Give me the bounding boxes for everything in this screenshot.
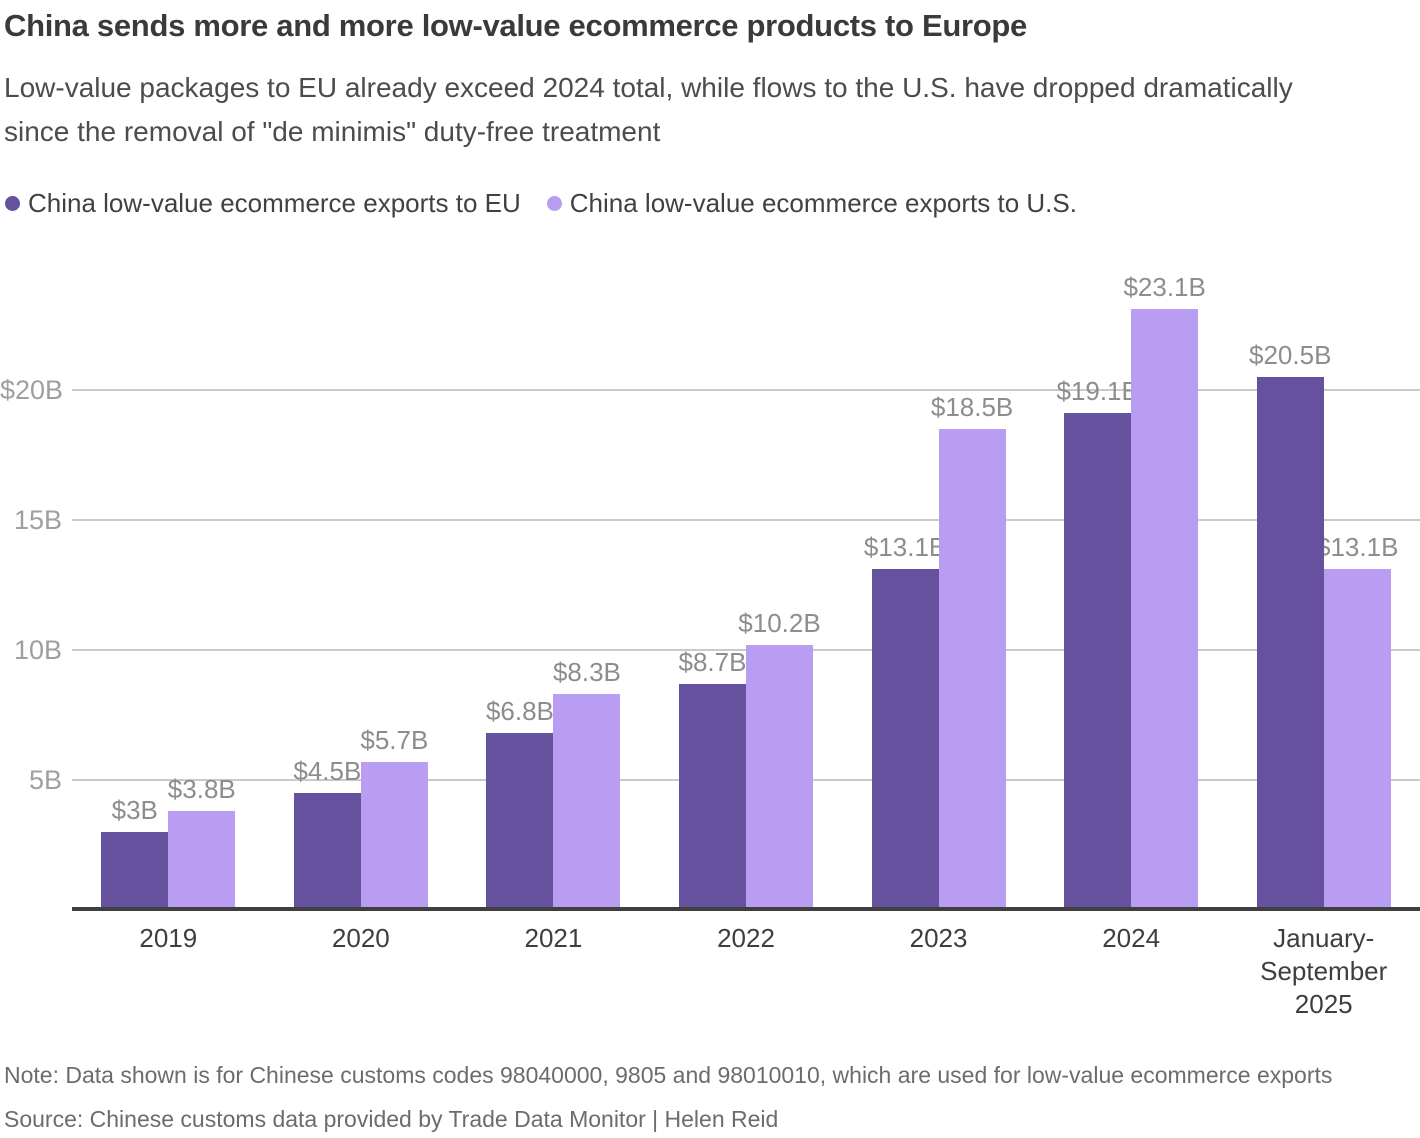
legend-dot-eu-icon <box>5 196 20 211</box>
bar-us-3 <box>746 644 813 910</box>
ytick-10b: 10B <box>13 635 62 665</box>
xtick-2020: 2020 <box>331 923 390 953</box>
bar-us-0 <box>168 811 236 910</box>
value-label-us-0: $3.8B <box>167 774 236 805</box>
value-label-us-4: $18.5B <box>930 392 1014 422</box>
bar-eu-3 <box>679 683 746 910</box>
bar-eu-1 <box>293 793 361 910</box>
chart-subtitle: Low-value packages to EU already exceed … <box>4 72 1293 147</box>
bar-eu-0 <box>101 832 169 910</box>
value-label-us-1: $5.7B <box>360 724 429 755</box>
legend-label-eu: China low-value ecommerce exports to EU <box>28 188 521 218</box>
source-line: Source: Chinese customs data provided by… <box>4 1106 779 1132</box>
value-label-eu-2: $6.8B <box>485 696 554 727</box>
bar-eu-4 <box>871 569 939 910</box>
ytick-20b: $20B <box>0 375 64 405</box>
xtick-2024: 2024 <box>1102 923 1161 953</box>
value-label-eu-3: $8.7B <box>678 646 747 677</box>
bar-us-1 <box>360 761 428 910</box>
value-label-eu-1: $4.5B <box>293 756 362 786</box>
bar-us-6 <box>1323 569 1391 910</box>
xtick-2023: 2023 <box>909 923 968 953</box>
legend-item-eu: China low-value ecommerce exports to EU <box>5 188 521 219</box>
ytick-5b: 5B <box>28 765 62 795</box>
bar-us-5 <box>1131 309 1199 910</box>
bar-eu-2 <box>486 733 554 910</box>
legend: China low-value ecommerce exports to EU … <box>5 188 1077 219</box>
value-label-us-6: $13.1B <box>1316 532 1399 563</box>
value-label-us-3: $10.2B <box>738 607 821 638</box>
value-label-eu-6: $20.5B <box>1249 340 1332 370</box>
chart-title: China sends more and more low-value ecom… <box>4 8 1027 43</box>
x-axis-line <box>72 907 1420 911</box>
value-label-eu-0: $3B <box>111 795 158 825</box>
legend-label-us: China low-value ecommerce exports to U.S… <box>569 188 1077 218</box>
footnote: Note: Data shown is for Chinese customs … <box>4 1062 1333 1088</box>
value-label-us-2: $8.3B <box>552 657 621 688</box>
bar-eu-5 <box>1064 413 1132 910</box>
value-label-eu-4: $13.1B <box>863 532 947 563</box>
xtick-2021: 2021 <box>524 923 583 953</box>
gridline-20b <box>72 389 1420 391</box>
ytick-15b: 15B <box>13 505 62 535</box>
legend-dot-us-icon <box>546 196 562 211</box>
value-label-us-5: $23.1B <box>1123 272 1206 303</box>
xtick-2019: 2019 <box>139 923 198 953</box>
bar-us-2 <box>553 694 621 910</box>
value-label-eu-5: $19.1B <box>1056 376 1139 407</box>
gridline-15b <box>72 519 1420 521</box>
xtick-2022: 2022 <box>717 923 775 953</box>
bar-eu-6 <box>1256 377 1324 910</box>
xtick-january-september-2025: January- September 2025 <box>1260 923 1388 1019</box>
bar-us-4 <box>938 429 1006 910</box>
legend-item-us: China low-value ecommerce exports to U.S… <box>546 188 1077 219</box>
